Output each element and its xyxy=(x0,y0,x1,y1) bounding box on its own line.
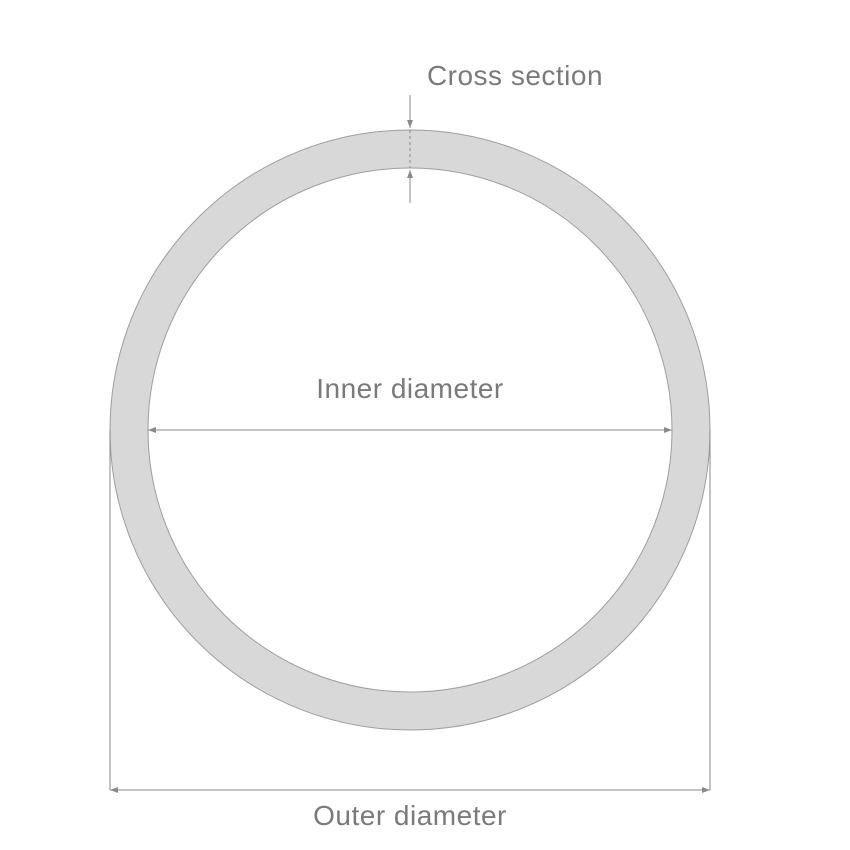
inner-diameter-label: Inner diameter xyxy=(316,373,504,404)
outer-diameter-label: Outer diameter xyxy=(313,800,507,831)
ring-diagram: Cross section Inner diameter Outer diame… xyxy=(0,0,850,850)
cross-section-label: Cross section xyxy=(427,60,603,91)
inner-diameter-indicator: Inner diameter xyxy=(148,373,672,430)
